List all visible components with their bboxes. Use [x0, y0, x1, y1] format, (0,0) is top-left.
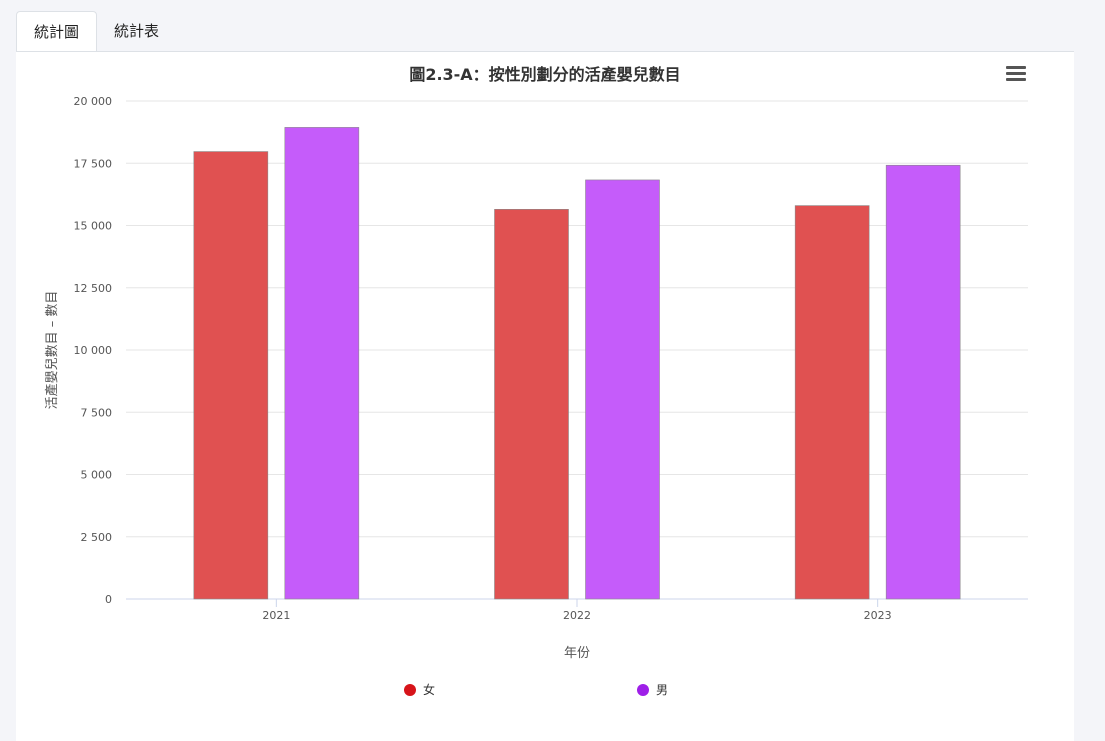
bar-男-2023: [885, 164, 961, 600]
x-tick-label: 2021: [262, 609, 290, 622]
x-axis-title: 年份: [564, 646, 590, 661]
chart-plot: 0 2 500 5 000 7 500 10 000 12 500 15 000 17 500…: [44, 95, 1028, 661]
bar-男-2021: [284, 127, 360, 600]
y-tick-label: 2 500: [81, 531, 113, 544]
x-tick-label: 2022: [563, 609, 591, 622]
hamburger-menu-icon[interactable]: [1006, 66, 1026, 82]
y-tick-label: 10 000: [74, 344, 113, 357]
y-tick-label: 15 000: [74, 220, 113, 233]
y-tick-label: 17 500: [74, 157, 113, 170]
y-tick-label: 20 000: [74, 95, 113, 108]
bar-女-2021: [193, 151, 269, 600]
y-tick-label: 12 500: [74, 282, 113, 295]
bar-女-2023: [794, 205, 870, 600]
y-tick-label: 0: [105, 593, 112, 606]
bar-男-2022: [585, 179, 660, 600]
legend-marker-female: [404, 683, 416, 696]
tab-table[interactable]: 統計表: [114, 22, 160, 40]
y-tick-label: 7 500: [81, 406, 113, 419]
legend-label-female: 女: [423, 683, 436, 697]
y-tick-label: 5 000: [81, 469, 113, 482]
tab-bar: 統計圖 統計表: [16, 11, 176, 52]
bar-女-2022: [494, 209, 569, 600]
legend-item-female[interactable]: 女: [404, 681, 435, 698]
legend-label-male: 男: [656, 683, 669, 697]
legend-marker-male: [637, 683, 649, 696]
chart-legend: 女 男: [16, 681, 1074, 701]
legend-item-male[interactable]: 男: [637, 681, 668, 698]
y-axis-title: 活產嬰兒數目 – 數目: [44, 291, 60, 410]
chart-panel: 圖2.3-A：按性別劃分的活產嬰兒數目 0 2 500 5 000 7 500 10 0…: [16, 51, 1074, 741]
tab-chart[interactable]: 統計圖: [16, 11, 98, 52]
x-tick-label: 2023: [864, 609, 892, 622]
chart-title: 圖2.3-A：按性別劃分的活產嬰兒數目: [409, 65, 681, 84]
